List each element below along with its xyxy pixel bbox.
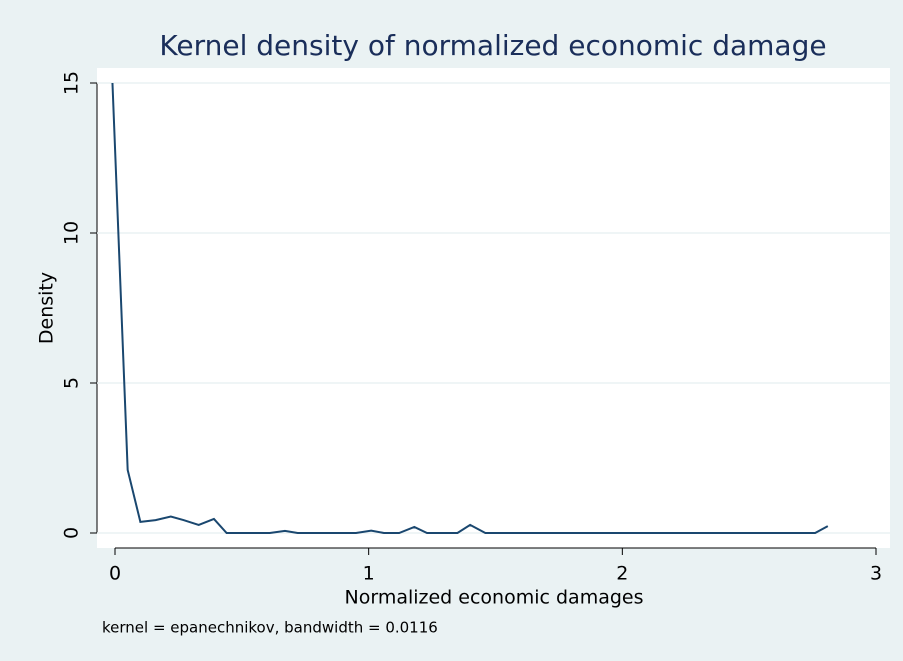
x-axis-label: Normalized economic damages <box>345 587 644 609</box>
y-tick-label: 10 <box>61 221 83 245</box>
x-tick-label: 0 <box>109 563 121 585</box>
density-line <box>111 82 829 534</box>
y-tick-label: 15 <box>61 71 83 95</box>
chart-title: Kernel density of normalized economic da… <box>159 29 826 62</box>
note: kernel = epanechnikov, bandwidth = 0.011… <box>102 619 438 637</box>
x-tick-label: 1 <box>363 563 375 585</box>
x-tick-label: 2 <box>616 563 628 585</box>
y-tick-label: 5 <box>61 377 83 389</box>
y-tick-label: 0 <box>61 527 83 539</box>
y-axis-label: Density <box>36 272 58 344</box>
x-tick-label: 3 <box>870 563 882 585</box>
plot-area <box>97 68 890 548</box>
